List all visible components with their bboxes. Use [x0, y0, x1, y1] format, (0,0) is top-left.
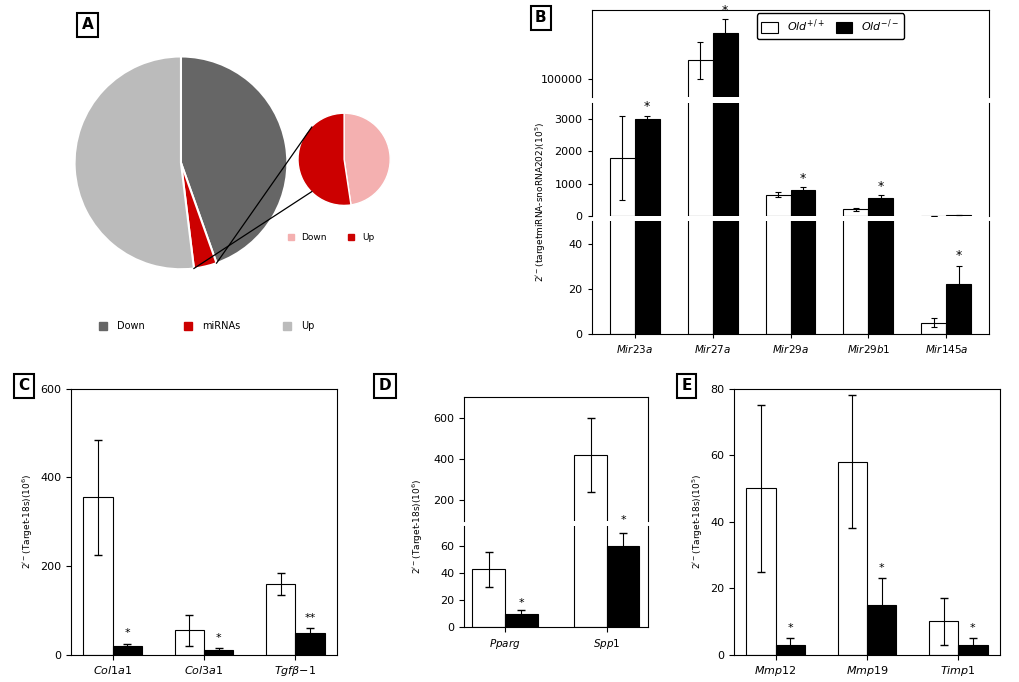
Bar [472, 569, 504, 627]
Wedge shape [298, 113, 351, 205]
Bar [504, 614, 537, 627]
Bar [687, 0, 712, 334]
Bar [634, 119, 659, 216]
Bar [790, 170, 814, 171]
Bar [712, 33, 737, 171]
Text: miRNAs: miRNAs [202, 321, 240, 331]
Bar [574, 60, 606, 627]
Text: C: C [18, 378, 30, 393]
Text: **: ** [304, 613, 315, 623]
Text: *: * [878, 563, 883, 573]
Text: E: E [681, 378, 691, 393]
Text: *: * [518, 598, 524, 608]
Text: Up: Up [362, 233, 374, 242]
Bar [296, 633, 324, 655]
Wedge shape [343, 113, 390, 205]
Bar [472, 533, 504, 542]
Bar [634, 0, 659, 334]
Bar [112, 646, 142, 655]
Bar [958, 644, 986, 655]
Bar [790, 190, 814, 216]
Bar [920, 323, 946, 334]
Text: Down: Down [302, 233, 327, 242]
Text: *: * [721, 4, 728, 17]
Bar [867, 0, 893, 334]
Bar [946, 215, 970, 216]
Bar [84, 497, 112, 655]
Bar [609, 170, 634, 171]
Bar [843, 0, 867, 334]
Bar [504, 539, 537, 542]
Bar [712, 0, 737, 334]
Text: *: * [877, 180, 883, 193]
Bar [946, 284, 970, 334]
Bar [843, 209, 867, 216]
Text: A: A [82, 18, 94, 33]
Bar [266, 584, 296, 655]
Bar [609, 0, 634, 334]
Text: *: * [620, 515, 626, 525]
Bar [574, 455, 606, 542]
Text: Up: Up [302, 321, 315, 331]
Text: D: D [378, 378, 391, 393]
Text: *: * [124, 628, 130, 638]
Text: *: * [643, 100, 649, 113]
Bar [204, 651, 233, 655]
Text: 2$^{\prime-}$(targetmiRNA-snoRNA202)(10$^5$): 2$^{\prime-}$(targetmiRNA-snoRNA202)(10$… [533, 122, 547, 282]
Bar [634, 168, 659, 171]
Bar [606, 529, 639, 542]
Text: *: * [799, 172, 805, 185]
Bar [765, 195, 790, 216]
Text: 2$^{\prime-}$(Target-18s)(10$^6$): 2$^{\prime-}$(Target-18s)(10$^6$) [411, 478, 425, 574]
Text: *: * [955, 249, 961, 262]
Legend: $\it{Old}^{+/+}$, $\it{Old}^{-/-}$: $\it{Old}^{+/+}$, $\it{Old}^{-/-}$ [756, 14, 903, 39]
Bar [687, 61, 712, 171]
Bar [790, 0, 814, 334]
Bar [765, 0, 790, 334]
Text: *: * [216, 633, 221, 642]
Bar [746, 488, 774, 655]
Text: *: * [787, 623, 793, 633]
Bar [867, 198, 893, 216]
Wedge shape [180, 163, 216, 269]
Text: *: * [969, 623, 975, 633]
Text: B: B [535, 10, 546, 25]
Bar [837, 462, 866, 655]
Bar [609, 158, 634, 216]
Bar [774, 644, 804, 655]
Text: Down: Down [117, 321, 145, 331]
Bar [866, 605, 896, 655]
Wedge shape [180, 57, 287, 263]
Bar [606, 546, 639, 627]
Wedge shape [74, 57, 194, 269]
Bar [712, 0, 737, 216]
Bar [687, 0, 712, 216]
Y-axis label: 2$^{\prime-}$(Target-18s)(10$^6$): 2$^{\prime-}$(Target-18s)(10$^6$) [20, 474, 35, 569]
Bar [928, 621, 958, 655]
Y-axis label: 2$^{\prime-}$(Target-18s)(10$^5$): 2$^{\prime-}$(Target-18s)(10$^5$) [690, 474, 704, 569]
Bar [174, 630, 204, 655]
